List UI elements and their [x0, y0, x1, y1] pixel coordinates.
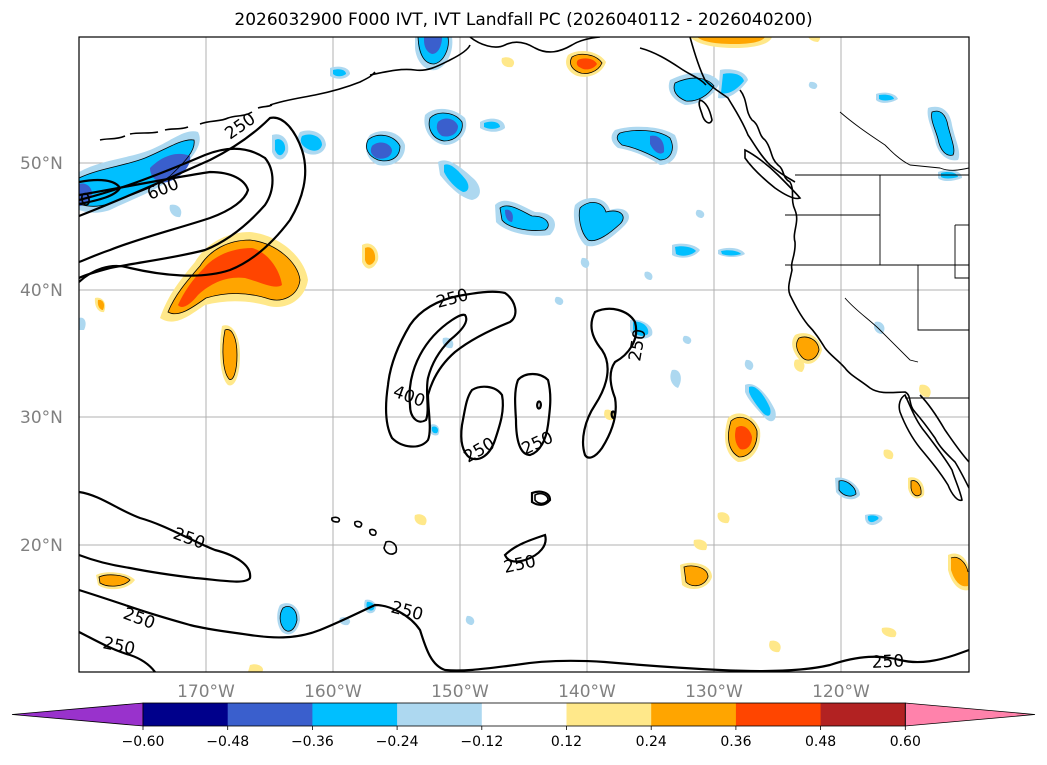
colorbar-tick-label: −0.48 [206, 734, 249, 750]
colorbar-extend-high [904, 702, 1036, 727]
lat-label: 50°N [20, 154, 63, 174]
lat-label: 40°N [20, 281, 63, 301]
lon-label: 140°W [558, 682, 616, 702]
contour-label: 250 [871, 651, 904, 673]
colorbar-tick-label: 0.36 [720, 734, 751, 750]
colorbar-extend-low [11, 702, 144, 727]
map-background [79, 37, 969, 672]
colorbar-segment [481, 703, 567, 726]
colorbar-tick-label: 0.24 [636, 734, 667, 750]
colorbar-tick-label: −0.36 [291, 734, 334, 750]
colorbar-segment [566, 703, 652, 726]
lon-label: 170°W [177, 682, 235, 702]
colorbar-tick-label: 0.48 [805, 734, 836, 750]
longitude-labels: 170°W 160°W 150°W 140°W 130°W 120°W [177, 682, 870, 702]
colorbar-tick-label: 0.60 [890, 734, 921, 750]
colorbar-tick-label: −0.24 [376, 734, 419, 750]
map-title: 2026032900 F000 IVT, IVT Landfall PC (20… [234, 10, 813, 30]
colorbar-outline [142, 702, 906, 727]
lon-label: 120°W [812, 682, 870, 702]
latitude-labels: 50°N 40°N 30°N 20°N [20, 154, 63, 556]
colorbar-segment [227, 703, 313, 726]
map-frame [78, 36, 970, 673]
ivt-contours [79, 116, 969, 672]
colorbar-tick-label: −0.60 [122, 734, 165, 750]
colorbar-segment [143, 703, 229, 726]
colorbar-segment [651, 703, 737, 726]
contour-label: 400 [57, 190, 92, 215]
lon-label: 150°W [431, 682, 489, 702]
colorbar-segment [397, 703, 483, 726]
colorbar-segment [735, 703, 822, 726]
lon-label: 160°W [304, 682, 362, 702]
lon-label: 130°W [685, 682, 743, 702]
lat-label: 30°N [20, 408, 63, 428]
colorbar-tick-label: 0.12 [551, 734, 582, 750]
colorbar-segment [820, 703, 906, 726]
colorbar: −0.60 −0.48 −0.36 −0.24 −0.12 0.12 0.24 0.36 0.4… [11, 702, 1036, 750]
coastlines [99, 37, 969, 555]
lat-label: 20°N [20, 536, 63, 556]
colorbar-tick-label: −0.12 [460, 734, 503, 750]
graticule [79, 37, 969, 672]
colorbar-segment [312, 703, 398, 726]
